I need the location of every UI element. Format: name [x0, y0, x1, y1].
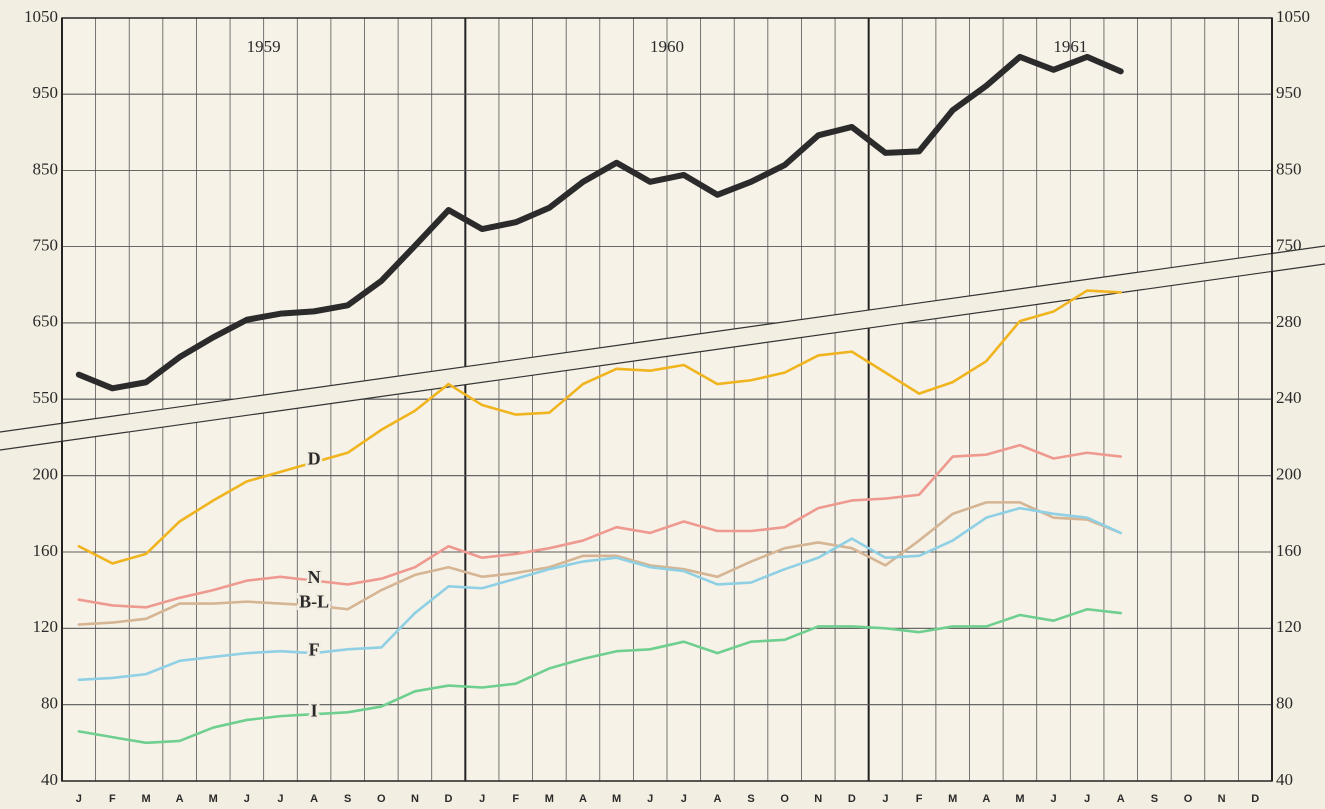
y-tick-label: 750 [33, 236, 59, 255]
x-tick-label: M [1015, 793, 1024, 805]
y-tick-label: 650 [33, 312, 59, 331]
year-label: 1959 [247, 37, 281, 56]
series-line [77, 506, 1123, 682]
x-tick-label: D [1251, 793, 1259, 805]
y-tick-label: 200 [33, 465, 59, 484]
x-tick-label: A [982, 793, 990, 805]
series-label: N [308, 567, 321, 587]
x-tick-label: N [411, 793, 419, 805]
y-tick-label: 160 [33, 541, 59, 560]
x-tick-label: J [479, 793, 485, 805]
x-tick-label: O [1184, 793, 1193, 805]
y-tick-label-right: 160 [1276, 541, 1302, 560]
x-tick-label: O [780, 793, 789, 805]
x-tick-label: M [948, 793, 957, 805]
year-label: 1961 [1053, 37, 1087, 56]
y-tick-label-right: 120 [1276, 617, 1302, 636]
year-label: 1960 [650, 37, 684, 56]
x-tick-label: M [141, 793, 150, 805]
y-tick-label: 120 [33, 617, 59, 636]
series-line [77, 289, 1123, 565]
x-tick-label: S [747, 793, 754, 805]
x-tick-label: A [176, 793, 184, 805]
y-tick-label: 80 [41, 694, 58, 713]
x-tick-label: A [310, 793, 318, 805]
plot-border [61, 17, 1273, 782]
y-tick-label-right: 850 [1276, 159, 1302, 178]
y-tick-label: 1050 [24, 7, 58, 26]
series-label: B-L [299, 592, 329, 612]
series-line [75, 53, 1124, 392]
x-tick-label: F [512, 793, 519, 805]
x-tick-label: J [244, 793, 250, 805]
axis-break [0, 246, 1325, 450]
x-tick-label: M [545, 793, 554, 805]
x-tick-label: N [814, 793, 822, 805]
x-tick-label: M [612, 793, 621, 805]
series-label: D [308, 448, 321, 468]
x-tick-label: N [1218, 793, 1226, 805]
series-label: I [311, 700, 318, 720]
y-tick-label-right: 40 [1276, 770, 1293, 789]
x-tick-label: O [377, 793, 386, 805]
y-tick-label: 850 [33, 159, 59, 178]
y-tick-label: 550 [33, 388, 59, 407]
series-label: F [309, 639, 320, 659]
x-tick-label: J [277, 793, 283, 805]
x-tick-label: D [445, 793, 453, 805]
series-line [77, 501, 1123, 626]
y-tick-label-right: 280 [1276, 312, 1302, 331]
y-tick-label-right: 1050 [1276, 7, 1310, 26]
x-tick-label: A [579, 793, 587, 805]
x-tick-label: J [1050, 793, 1056, 805]
y-tick-label-right: 200 [1276, 465, 1302, 484]
x-tick-label: D [848, 793, 856, 805]
x-tick-label: F [109, 793, 116, 805]
y-tick-label-right: 80 [1276, 694, 1293, 713]
series-line [77, 607, 1123, 745]
y-tick-label-right: 240 [1276, 388, 1302, 407]
y-tick-label: 950 [33, 83, 59, 102]
x-tick-label: J [76, 793, 82, 805]
x-tick-label: J [647, 793, 653, 805]
x-tick-label: J [681, 793, 687, 805]
axis-break-edge [0, 245, 1325, 433]
y-tick-label: 40 [41, 770, 58, 789]
axis-break-edge [0, 263, 1325, 451]
x-tick-label: M [209, 793, 218, 805]
x-tick-label: S [1151, 793, 1158, 805]
x-tick-label: J [882, 793, 888, 805]
series-line [77, 443, 1123, 609]
x-tick-label: S [344, 793, 351, 805]
x-tick-label: J [1084, 793, 1090, 805]
x-tick-label: A [713, 793, 721, 805]
x-tick-label: F [916, 793, 923, 805]
x-tick-label: A [1117, 793, 1125, 805]
y-tick-label-right: 950 [1276, 83, 1302, 102]
